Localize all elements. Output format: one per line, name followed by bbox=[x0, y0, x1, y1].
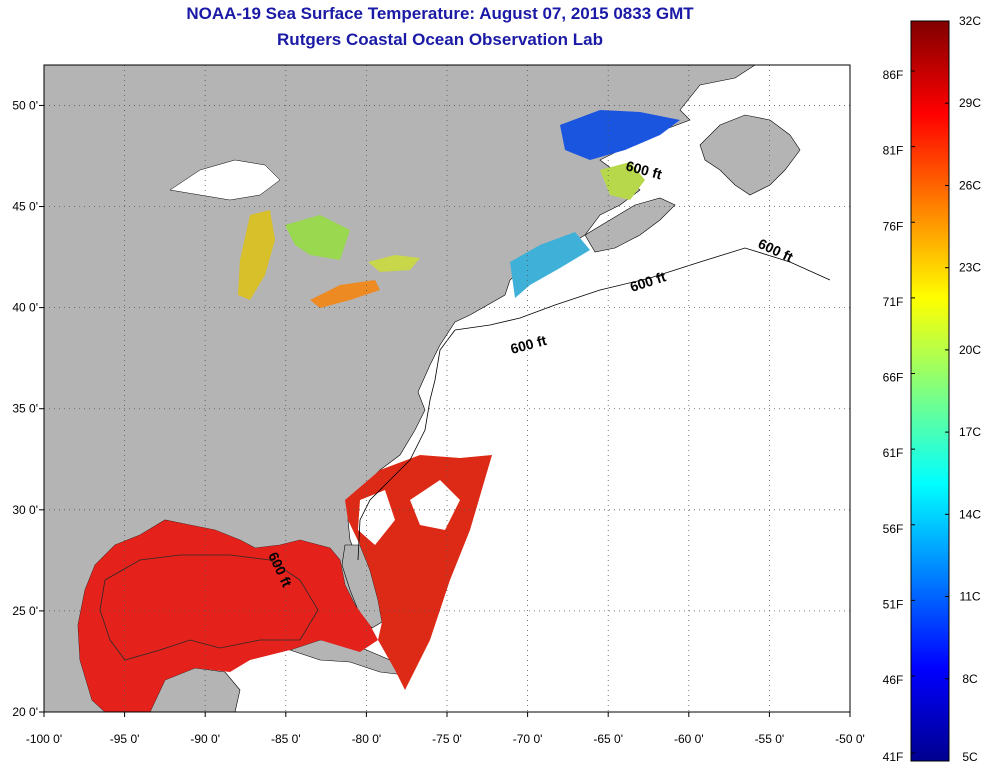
colorbar-label-fahrenheit: 71F bbox=[883, 295, 904, 309]
lon-tick-label: -75 0' bbox=[432, 732, 462, 746]
lon-tick-label: -100 0' bbox=[26, 732, 62, 746]
sst-cloud-patch bbox=[358, 490, 395, 545]
colorbar bbox=[910, 20, 950, 762]
sst-gulf-of-maine bbox=[510, 232, 590, 298]
lake-superior bbox=[169, 159, 281, 201]
lon-tick-label: -95 0' bbox=[110, 732, 140, 746]
colorbar-label-celsius: 17C bbox=[959, 425, 981, 439]
colorbar-label-fahrenheit: 61F bbox=[883, 446, 904, 460]
colorbar-ticks: 32C 29C 26C 23C 20C 17C 14C 11C 8C 5C 86F 81F 76F 71F… bbox=[883, 14, 982, 764]
map-content bbox=[44, 65, 831, 712]
lon-tick-label: -90 0' bbox=[190, 732, 220, 746]
colorbar-label-celsius: 26C bbox=[959, 178, 981, 192]
colorbar-label-fahrenheit: 66F bbox=[883, 371, 904, 385]
colorbar-label-fahrenheit: 76F bbox=[883, 219, 904, 233]
colorbar-label-celsius: 32C bbox=[959, 14, 981, 28]
colorbar-label-fahrenheit: 81F bbox=[883, 144, 904, 158]
sst-gulf-of-st-lawrence-south bbox=[600, 162, 645, 200]
colorbar-label-celsius: 11C bbox=[959, 590, 980, 604]
lon-tick-label: -50 0' bbox=[835, 732, 865, 746]
colorbar-label-fahrenheit: 46F bbox=[883, 673, 904, 687]
lat-tick-label: 50 0' bbox=[12, 98, 38, 112]
colorbar-label-celsius: 8C bbox=[962, 672, 978, 686]
colorbar-label-celsius: 20C bbox=[959, 343, 981, 357]
colorbar-label-fahrenheit: 56F bbox=[883, 522, 904, 536]
sst-lake-michigan bbox=[238, 210, 275, 300]
colorbar-label-fahrenheit: 86F bbox=[883, 68, 904, 82]
lat-tick-label: 35 0' bbox=[12, 402, 38, 416]
lat-tick-label: 25 0' bbox=[12, 604, 38, 618]
colorbar-label-celsius: 29C bbox=[959, 96, 981, 110]
sst-lake-huron bbox=[285, 215, 350, 260]
lon-tick-label: -55 0' bbox=[755, 732, 785, 746]
colorbar-label-fahrenheit: 41F bbox=[883, 750, 904, 764]
lat-tick-label: 20 0' bbox=[12, 705, 38, 719]
colorbar-label-celsius: 5C bbox=[962, 750, 978, 764]
sst-lake-erie bbox=[310, 280, 380, 308]
lon-tick-label: -80 0' bbox=[352, 732, 382, 746]
sst-cloud-patch-2 bbox=[410, 480, 460, 530]
lon-tick-label: -70 0' bbox=[513, 732, 543, 746]
lat-tick-label: 45 0' bbox=[12, 200, 38, 214]
lon-tick-label: -60 0' bbox=[674, 732, 704, 746]
colorbar-label-celsius: 23C bbox=[959, 261, 981, 275]
title-line-1: NOAA-19 Sea Surface Temperature: August … bbox=[186, 4, 694, 23]
land-newfoundland bbox=[699, 114, 801, 196]
lon-tick-label: -85 0' bbox=[271, 732, 301, 746]
lat-tick-label: 30 0' bbox=[12, 503, 38, 517]
land-nova-scotia bbox=[584, 197, 676, 253]
map-frame bbox=[43, 64, 851, 713]
map-axis-ticks: -100 0' -95 0' -90 0' -85 0' -80 0' -75 0' -70… bbox=[12, 98, 864, 746]
colorbar-label-celsius: 14C bbox=[959, 507, 981, 521]
sst-gulf-of-mexico bbox=[78, 520, 378, 712]
lon-tick-label: -65 0' bbox=[593, 732, 623, 746]
title-line-2: Rutgers Coastal Ocean Observation Lab bbox=[277, 30, 603, 49]
sst-gulf-of-st-lawrence bbox=[560, 110, 680, 160]
sst-lake-ontario bbox=[368, 255, 420, 272]
colorbar-label-fahrenheit: 51F bbox=[883, 597, 904, 611]
lat-tick-label: 40 0' bbox=[12, 301, 38, 315]
